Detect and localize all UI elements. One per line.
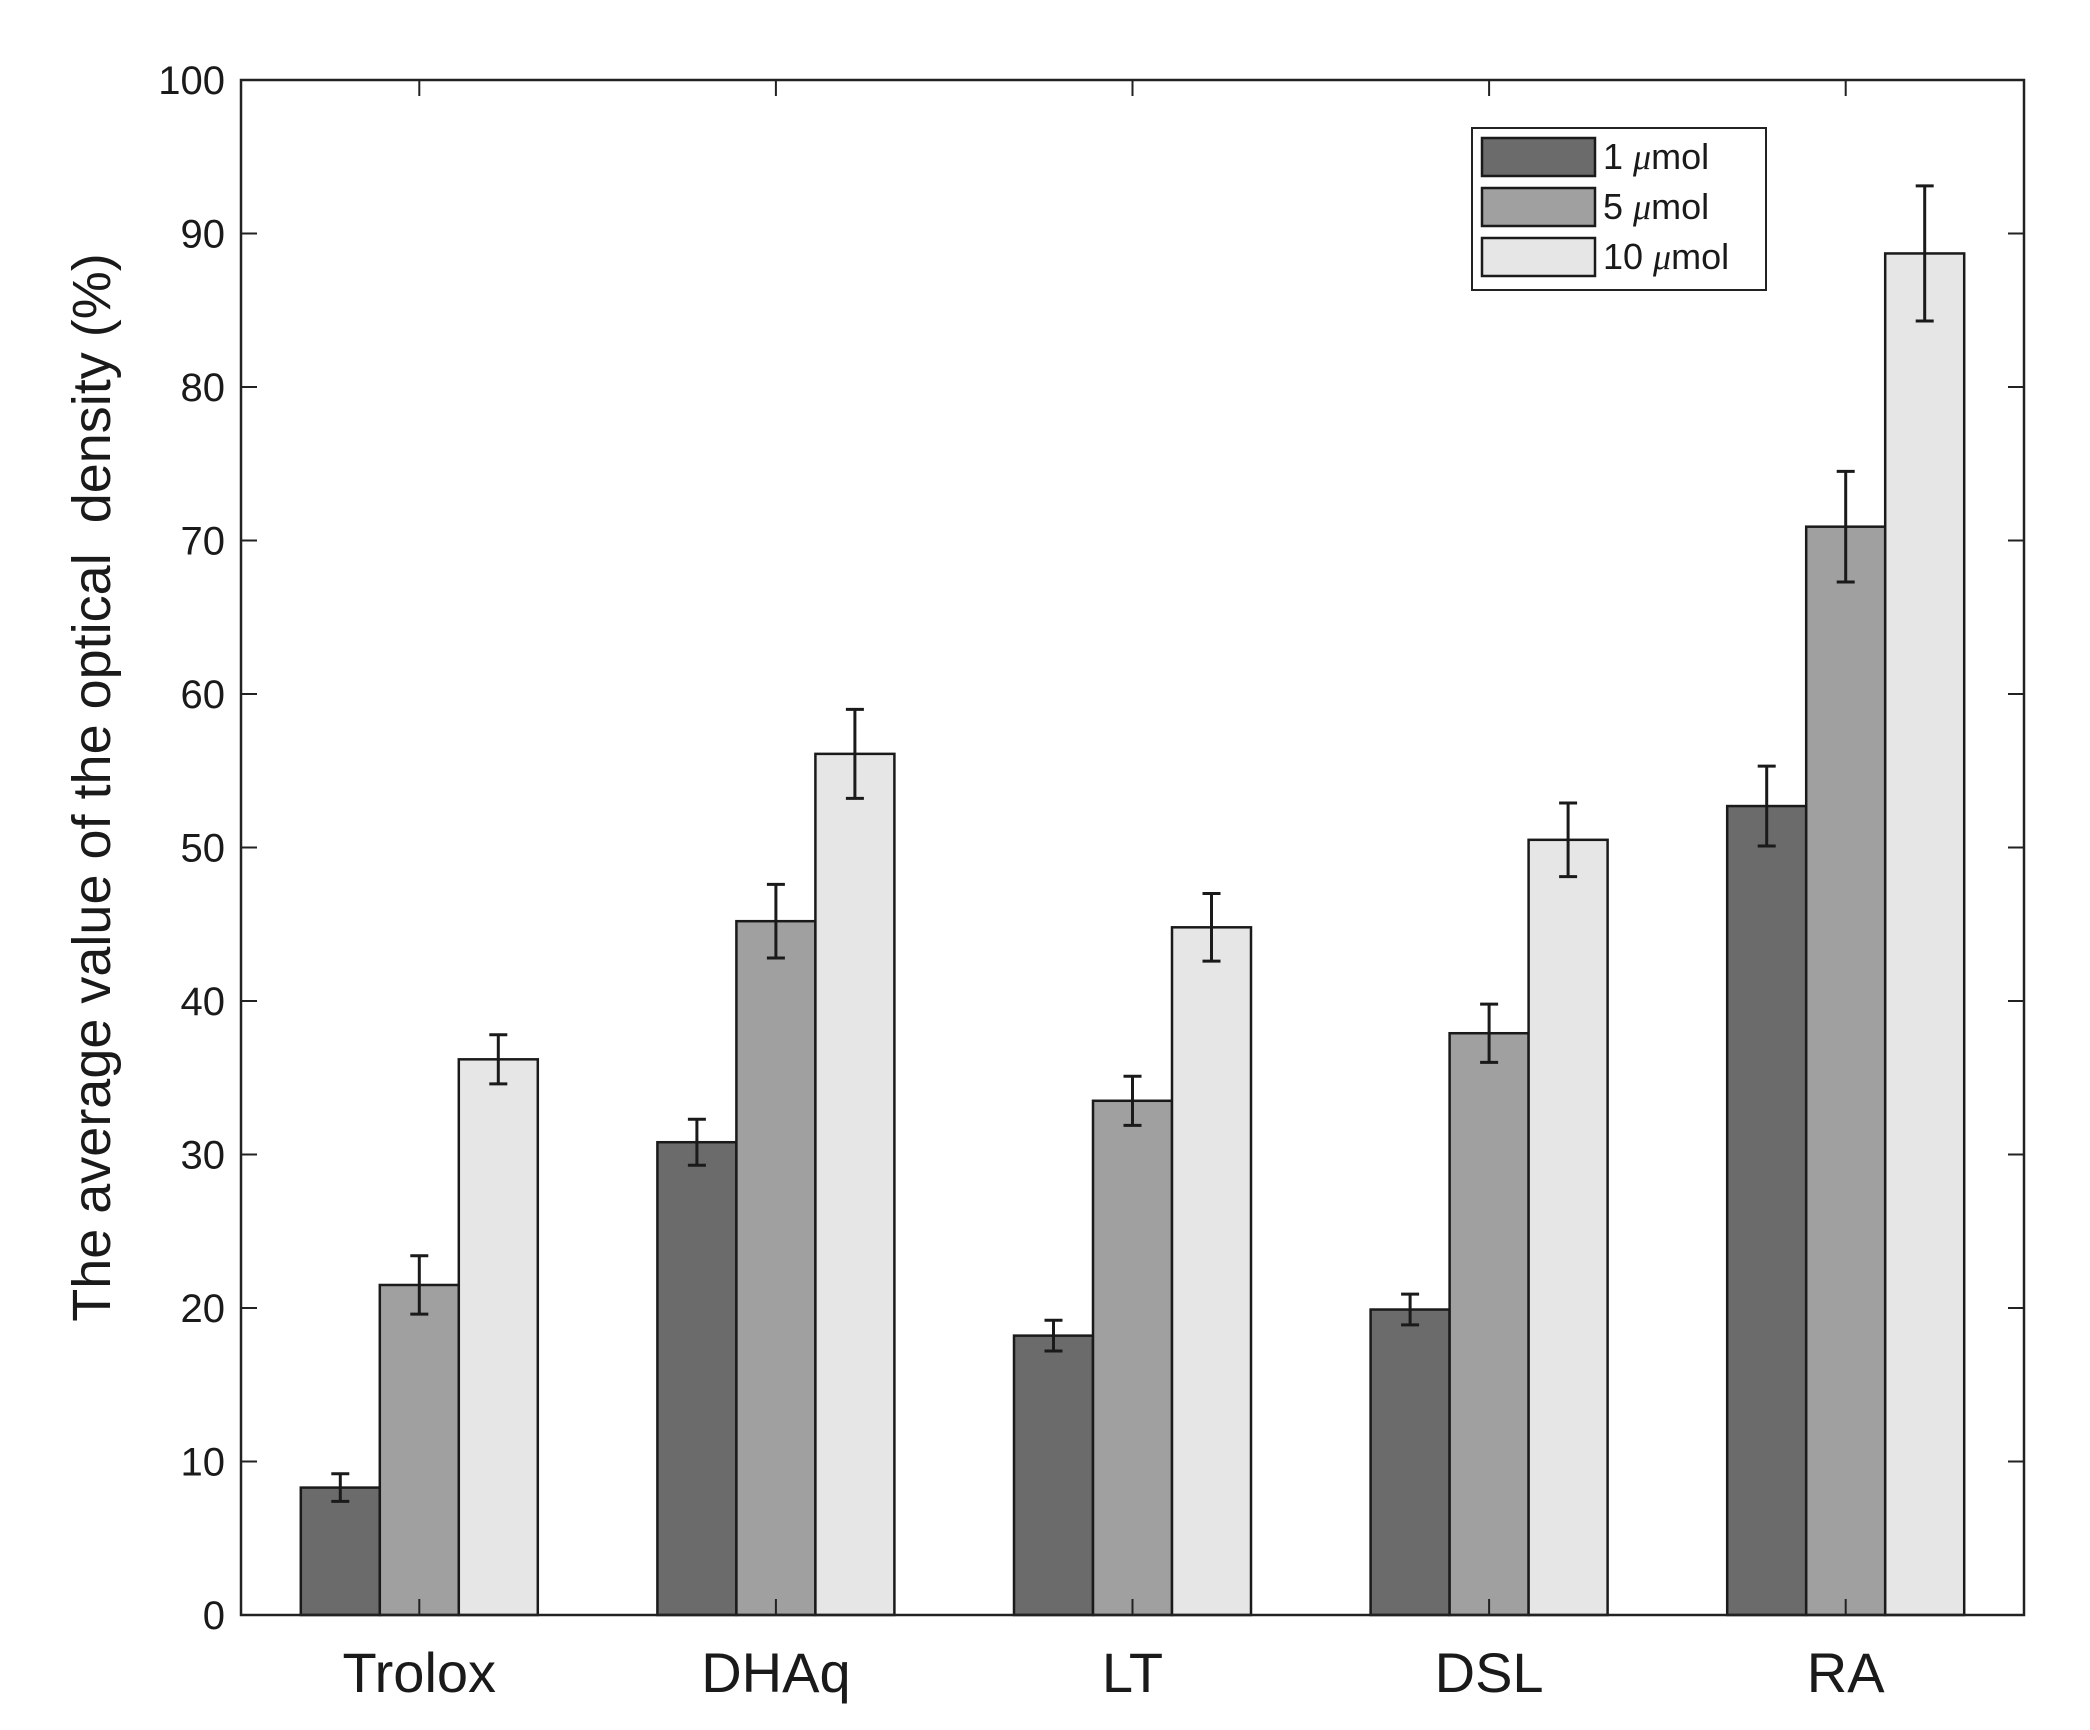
legend-unit: mol: [1651, 186, 1709, 227]
legend-swatch-series-1: [1480, 136, 1597, 178]
bar-trolox-series-2: [378, 1283, 461, 1617]
legend-unit: mol: [1671, 236, 1729, 277]
x-tick-label-dsl: DSL: [1435, 1641, 1544, 1704]
y-tick-label-10: 10: [181, 1441, 226, 1485]
bar-lt-series-1: [1012, 1334, 1095, 1617]
legend-number: 10: [1603, 236, 1653, 277]
x-tick-labels: Trolox DHAq LT DSL RA: [343, 1641, 1886, 1704]
y-tick-label-40: 40: [181, 980, 226, 1024]
bar-lt-series-3: [1170, 926, 1253, 1617]
y-tick-label-30: 30: [181, 1134, 226, 1178]
x-tick-label-lt: LT: [1102, 1641, 1163, 1704]
legend-swatch-series-3: [1480, 236, 1597, 278]
legend-number: 1: [1603, 136, 1633, 177]
y-tick-label-100: 100: [158, 59, 225, 103]
error-bars-layer: [331, 184, 1934, 1503]
y-tick-label-0: 0: [203, 1594, 225, 1638]
bar-ra-series-3: [1883, 252, 1966, 1617]
y-tick-label-60: 60: [181, 673, 226, 717]
y-axis-label: The average value of the optical density…: [62, 253, 122, 1322]
bar-dhaq-series-3: [814, 752, 896, 1617]
y-tick-label-20: 20: [181, 1287, 226, 1331]
bar-dhaq-series-2: [735, 919, 817, 1617]
bars-layer: [299, 252, 1966, 1617]
y-tick-label-70: 70: [181, 520, 226, 564]
legend-label-series-3: 10 μmol: [1603, 236, 1729, 277]
x-tick-label-trolox: Trolox: [343, 1641, 497, 1704]
legend-mu-symbol: μ: [1632, 137, 1651, 177]
bar-dsl-series-3: [1527, 838, 1609, 1617]
legend-label-series-2: 5 μmol: [1603, 186, 1709, 227]
x-tick-label-ra: RA: [1807, 1641, 1885, 1704]
legend-number: 5: [1603, 186, 1633, 227]
legend-unit: mol: [1651, 136, 1709, 177]
bar-lt-series-2: [1091, 1099, 1174, 1617]
bar-dhaq-series-1: [656, 1140, 738, 1617]
legend-mu-symbol: μ: [1632, 187, 1651, 227]
bar-trolox-series-3: [457, 1058, 540, 1617]
ticks-layer: [241, 79, 2024, 1616]
y-tick-label-80: 80: [181, 366, 226, 410]
bar-dsl-series-1: [1369, 1308, 1451, 1617]
bar-trolox-series-1: [299, 1486, 382, 1617]
y-tick-label-50: 50: [181, 827, 226, 871]
legend-mu-symbol: μ: [1652, 237, 1671, 277]
y-tick-label-90: 90: [181, 213, 226, 257]
legend-swatch-series-2: [1480, 186, 1597, 228]
bar-ra-series-1: [1725, 804, 1808, 1617]
bar-dsl-series-2: [1448, 1031, 1530, 1617]
x-tick-label-dhaq: DHAq: [701, 1641, 850, 1704]
legend-label-series-1: 1 μmol: [1603, 136, 1709, 177]
bar-ra-series-2: [1804, 525, 1887, 1617]
y-tick-labels: 0 10 20 30 40 50 60 70 80 90 100: [158, 59, 225, 1638]
